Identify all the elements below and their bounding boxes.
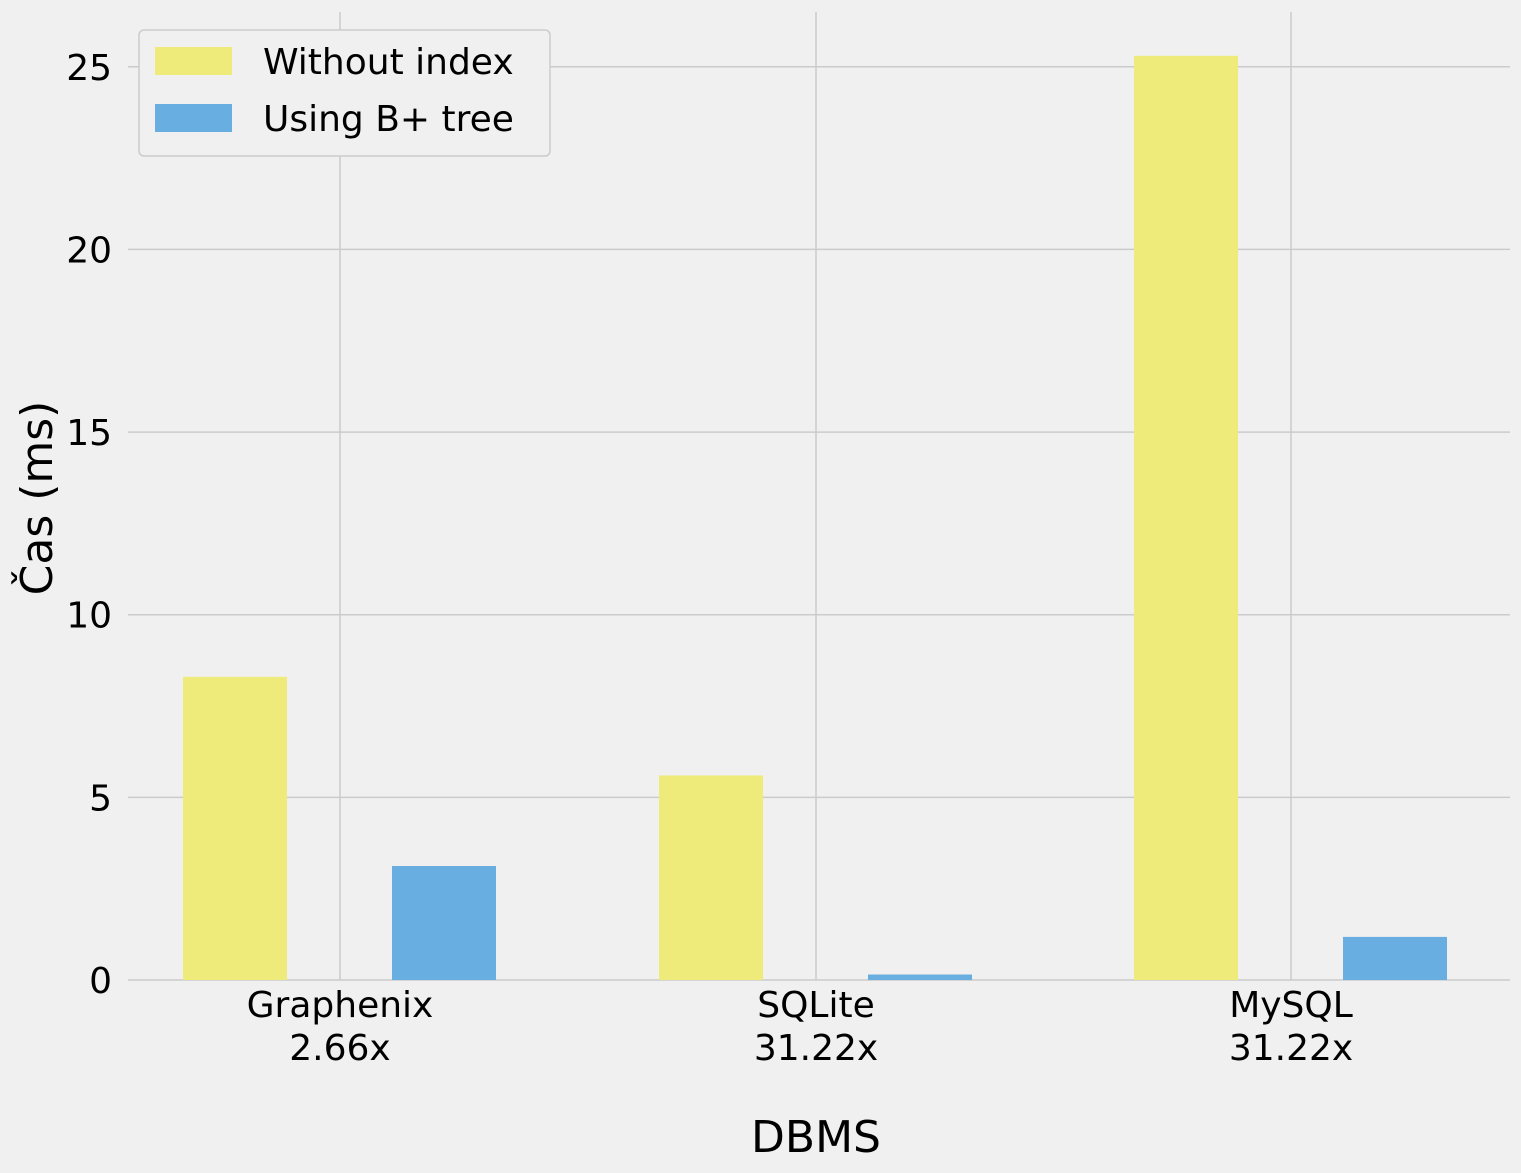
y-tick-label: 5	[89, 778, 112, 819]
bar-graphenix-series-0	[183, 676, 287, 980]
x-tick-sublabel: 2.66x	[289, 1028, 390, 1069]
legend-label: Without index	[263, 42, 514, 83]
y-axis-title: Čas (ms)	[10, 401, 63, 596]
legend-frame	[138, 29, 551, 157]
x-axis-title: DBMS	[751, 1112, 881, 1163]
legend-label: Using B+ tree	[263, 99, 514, 140]
bar-sqlite-series-0	[659, 775, 763, 980]
x-tick-label: SQLite	[757, 985, 875, 1026]
bar-mysql-series-1	[1343, 936, 1447, 980]
x-tick-label: MySQL	[1229, 985, 1353, 1026]
bar-mysql-series-0	[1134, 55, 1238, 980]
legend: Without index Using B+ tree	[138, 29, 551, 157]
grid-lines	[128, 12, 1510, 981]
x-tick-sublabel: 31.22x	[1229, 1028, 1353, 1069]
legend-swatch	[155, 104, 232, 132]
y-tick-labels: 0 5 10 15 20 25	[66, 48, 112, 1002]
bar-graphenix-series-1	[392, 866, 496, 980]
bar-sqlite-series-1	[868, 974, 972, 980]
bars	[183, 55, 1447, 980]
y-tick-label: 10	[66, 596, 112, 637]
y-tick-label: 15	[66, 413, 112, 454]
x-tick-label: Graphenix	[247, 985, 434, 1026]
y-tick-label: 0	[89, 961, 112, 1002]
y-tick-label: 25	[66, 48, 112, 89]
y-tick-label: 20	[66, 230, 112, 271]
x-tick-sublabel: 31.22x	[754, 1028, 878, 1069]
legend-swatch	[155, 47, 232, 75]
